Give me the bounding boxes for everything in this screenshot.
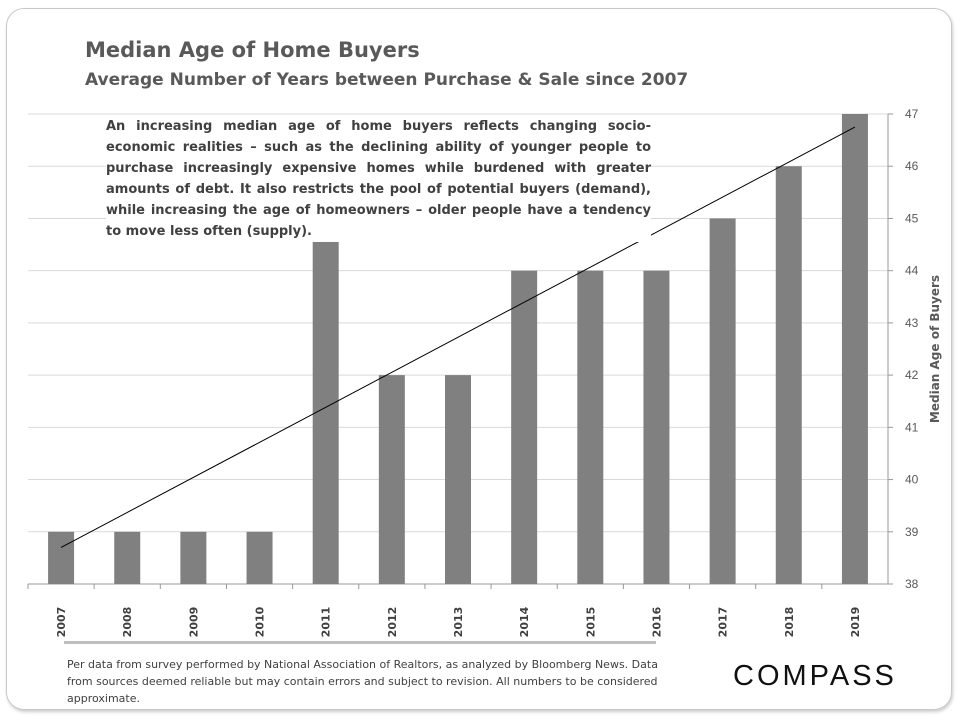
y-tick-label: 41: [905, 420, 919, 434]
bar-2016: [643, 270, 670, 584]
bar-2010: [246, 531, 273, 584]
bar-2007: [48, 531, 75, 584]
annotation-text: An increasing median age of home buyers …: [106, 116, 651, 242]
bar-2014: [511, 270, 538, 584]
y-tick-label: 42: [905, 368, 919, 382]
y-tick-label: 45: [905, 211, 919, 225]
y-tick-label: 44: [905, 264, 919, 278]
x-tick-label: 2010: [254, 606, 267, 637]
x-tick-label: 2014: [518, 606, 531, 637]
x-tick-label: 2007: [55, 607, 68, 638]
y-tick-label: 40: [905, 473, 919, 487]
y-tick-label: 38: [905, 577, 919, 591]
bar-2011: [312, 218, 339, 584]
bar-2018: [775, 166, 802, 584]
x-tick-label: 2015: [584, 607, 597, 638]
x-tick-label: 2018: [783, 607, 796, 638]
x-tick-label: 2012: [386, 607, 399, 638]
y-tick-label: 46: [905, 159, 919, 173]
trendline: [60, 126, 856, 548]
bar-2019: [841, 114, 868, 584]
source-note: Per data from survey performed by Nation…: [67, 658, 658, 705]
y-axis-title: Median Age of Buyers: [928, 275, 942, 423]
bar-2015: [577, 270, 604, 584]
divider: [64, 641, 656, 644]
bar-2008: [114, 531, 141, 584]
bar-2012: [378, 375, 405, 584]
bar-2017: [709, 218, 736, 584]
x-tick-label: 2008: [121, 607, 134, 638]
bar-2013: [445, 375, 471, 584]
compass-logo: COMPASS: [733, 660, 897, 692]
slide-frame: [6, 8, 952, 710]
y-tick-label: 47: [905, 107, 919, 121]
x-tick-label: 2009: [187, 607, 200, 638]
bar-2009: [180, 531, 207, 584]
y-tick-label: 39: [905, 525, 919, 539]
x-tick-label: 2016: [650, 606, 663, 637]
x-tick-label: 2013: [452, 607, 465, 638]
chart-title: Median Age of Home Buyers: [85, 38, 420, 62]
chart-subtitle: Average Number of Years between Purchase…: [85, 70, 689, 90]
y-tick-label: 43: [905, 316, 919, 330]
x-tick-label: 2017: [717, 607, 730, 638]
x-tick-label: 2011: [320, 607, 333, 638]
x-tick-label: 2019: [849, 607, 862, 638]
